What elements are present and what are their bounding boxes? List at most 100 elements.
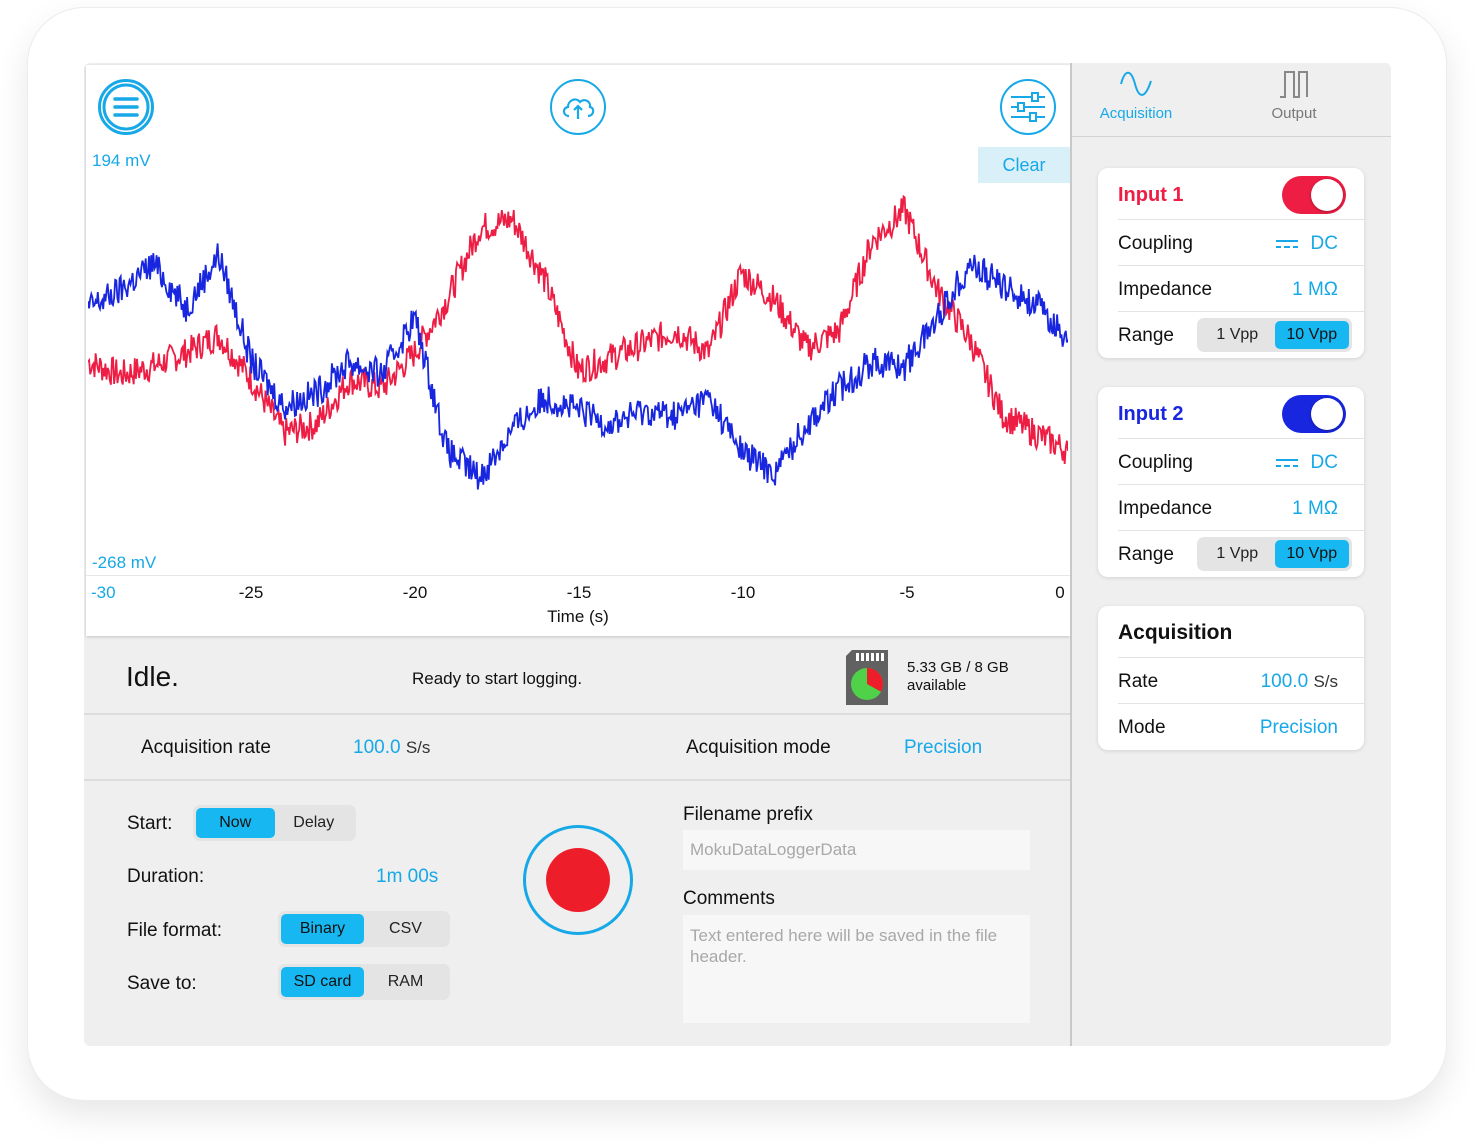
sidebar-tabs: Acquisition Output [1072,63,1391,137]
rate-value: 100.0 [1260,671,1309,692]
format-binary-option[interactable]: Binary [281,914,364,944]
input2-impedance-row[interactable]: Impedance 1 MΩ [1118,485,1364,531]
range-label: Range [1118,544,1174,565]
dc-coupling-icon [1276,459,1298,467]
input2-range-row: Range 1 Vpp 10 Vpp [1118,531,1364,577]
rate-unit: S/s [1313,672,1338,691]
acquisition-card: Acquisition Rate 100.0 S/s Mode Precisio… [1098,606,1364,750]
acquisition-rate-row[interactable]: Rate 100.0 S/s [1118,658,1364,704]
rate-label: Rate [1118,671,1159,692]
sine-wave-icon [1120,71,1152,96]
filename-label: Filename prefix [683,804,813,825]
impedance-value: 1 MΩ [1292,498,1338,519]
x-axis-line [86,575,1070,576]
storage-amount: 5.33 GB / 8 GB [907,659,1009,676]
tab-output[interactable]: Output [1244,69,1344,122]
mode-value: Precision [1259,717,1338,738]
range-1vpp-option[interactable]: 1 Vpp [1216,545,1259,562]
toggle-knob [1311,398,1343,430]
acq-rate-value: 100.0 [353,737,401,758]
acq-rate-label: Acquisition rate [141,737,271,758]
record-button[interactable] [523,825,633,935]
input1-card: Input 1 Coupling DC Impedance 1 MΩ Range [1098,168,1364,358]
input2-header: Input 2 [1118,387,1364,439]
storage-available: available [907,677,967,694]
impedance-label: Impedance [1118,279,1213,300]
y-max-label: 194 mV [92,151,151,170]
acquisition-title: Acquisition [1118,621,1233,644]
acq-rate-control[interactable]: 100.0 S/s [353,737,430,759]
tab-output-label: Output [1271,105,1317,122]
start-selector: Now Delay [193,805,356,841]
x-tick: -15 [566,583,592,602]
status-bar: Idle. Ready to start logging. 5.33 GB / … [84,639,1070,715]
save-to-label: Save to: [127,973,197,994]
input2-title: Input 2 [1118,403,1184,425]
impedance-label: Impedance [1118,498,1213,519]
coupling-value: DC [1310,452,1338,473]
input1-toggle[interactable] [1282,176,1346,214]
x-tick: -25 [238,583,264,602]
x-tick: -5 [899,583,915,602]
main-panel: 194 mV Clear -268 mV -30 -25 -20 -15 -10… [84,63,1070,1046]
file-format-label: File format: [127,920,223,941]
input2-range-selector: 1 Vpp 10 Vpp [1197,537,1352,571]
acquisition-header: Acquisition [1118,606,1364,658]
save-ram-option[interactable]: RAM [387,973,424,990]
input1-impedance-row[interactable]: Impedance 1 MΩ [1118,266,1364,312]
start-delay-option[interactable]: Delay [293,814,335,831]
range-1vpp-option[interactable]: 1 Vpp [1216,326,1259,343]
toggle-knob [1311,179,1343,211]
range-10vpp-option[interactable]: 10 Vpp [1274,540,1349,568]
x-tick: -10 [730,583,756,602]
x-tick: -30 [91,583,116,602]
y-min-label: -268 mV [92,553,157,572]
settings-button[interactable] [1000,79,1056,135]
input2-coupling-row[interactable]: Coupling DC [1118,439,1364,485]
range-10vpp-option[interactable]: 10 Vpp [1274,321,1349,349]
duration-value[interactable]: 1m 00s [376,866,439,887]
acq-mode-label: Acquisition mode [686,737,831,758]
dc-coupling-icon [1276,240,1298,248]
impedance-value: 1 MΩ [1292,279,1338,300]
comments-label: Comments [683,888,775,909]
acquisition-summary: Acquisition rate 100.0 S/s Acquisition m… [84,717,1070,781]
input1-range-selector: 1 Vpp 10 Vpp [1197,318,1352,352]
acquisition-mode-row[interactable]: Mode Precision [1118,704,1364,750]
record-icon [546,848,610,912]
input1-range-row: Range 1 Vpp 10 Vpp [1118,312,1364,358]
coupling-value: DC [1310,233,1338,254]
input2-toggle[interactable] [1282,395,1346,433]
input2-card: Input 2 Coupling DC Impedance 1 MΩ Range [1098,387,1364,577]
input1-coupling-row[interactable]: Coupling DC [1118,220,1364,266]
cloud-upload-icon [562,98,595,119]
start-now-option[interactable]: Now [196,808,275,838]
tab-acquisition-label: Acquisition [1099,105,1173,122]
acq-mode-value[interactable]: Precision [904,737,983,758]
x-axis-label: Time (s) [547,607,609,626]
clear-button[interactable]: Clear [978,147,1070,183]
series-line [88,194,1068,464]
sd-card-icon [846,650,888,705]
filename-input[interactable] [683,830,1030,870]
comments-input[interactable] [683,915,1030,1023]
chart-area: 194 mV Clear -268 mV -30 -25 -20 -15 -10… [86,65,1070,636]
acq-rate-unit: S/s [405,738,431,757]
save-to-selector: SD card RAM [278,964,450,1000]
storage-info: 5.33 GB / 8 GB available [907,659,1009,695]
save-sdcard-option[interactable]: SD card [281,967,364,997]
rate-control: 100.0 S/s [1261,671,1338,693]
x-tick: 0 [1055,583,1065,602]
upload-button[interactable] [550,79,606,135]
settings-sidebar: Acquisition Output Input 1 Coupling [1070,63,1391,1046]
status-message: Ready to start logging. [412,669,583,688]
menu-button[interactable] [98,79,154,135]
series-line [88,243,1068,490]
menu-icon [102,83,150,131]
sliders-icon [1011,92,1045,122]
tab-acquisition[interactable]: Acquisition [1086,69,1186,122]
format-csv-option[interactable]: CSV [389,920,422,937]
range-label: Range [1118,325,1174,346]
status-state: Idle. [126,661,179,692]
start-label: Start: [127,813,173,834]
